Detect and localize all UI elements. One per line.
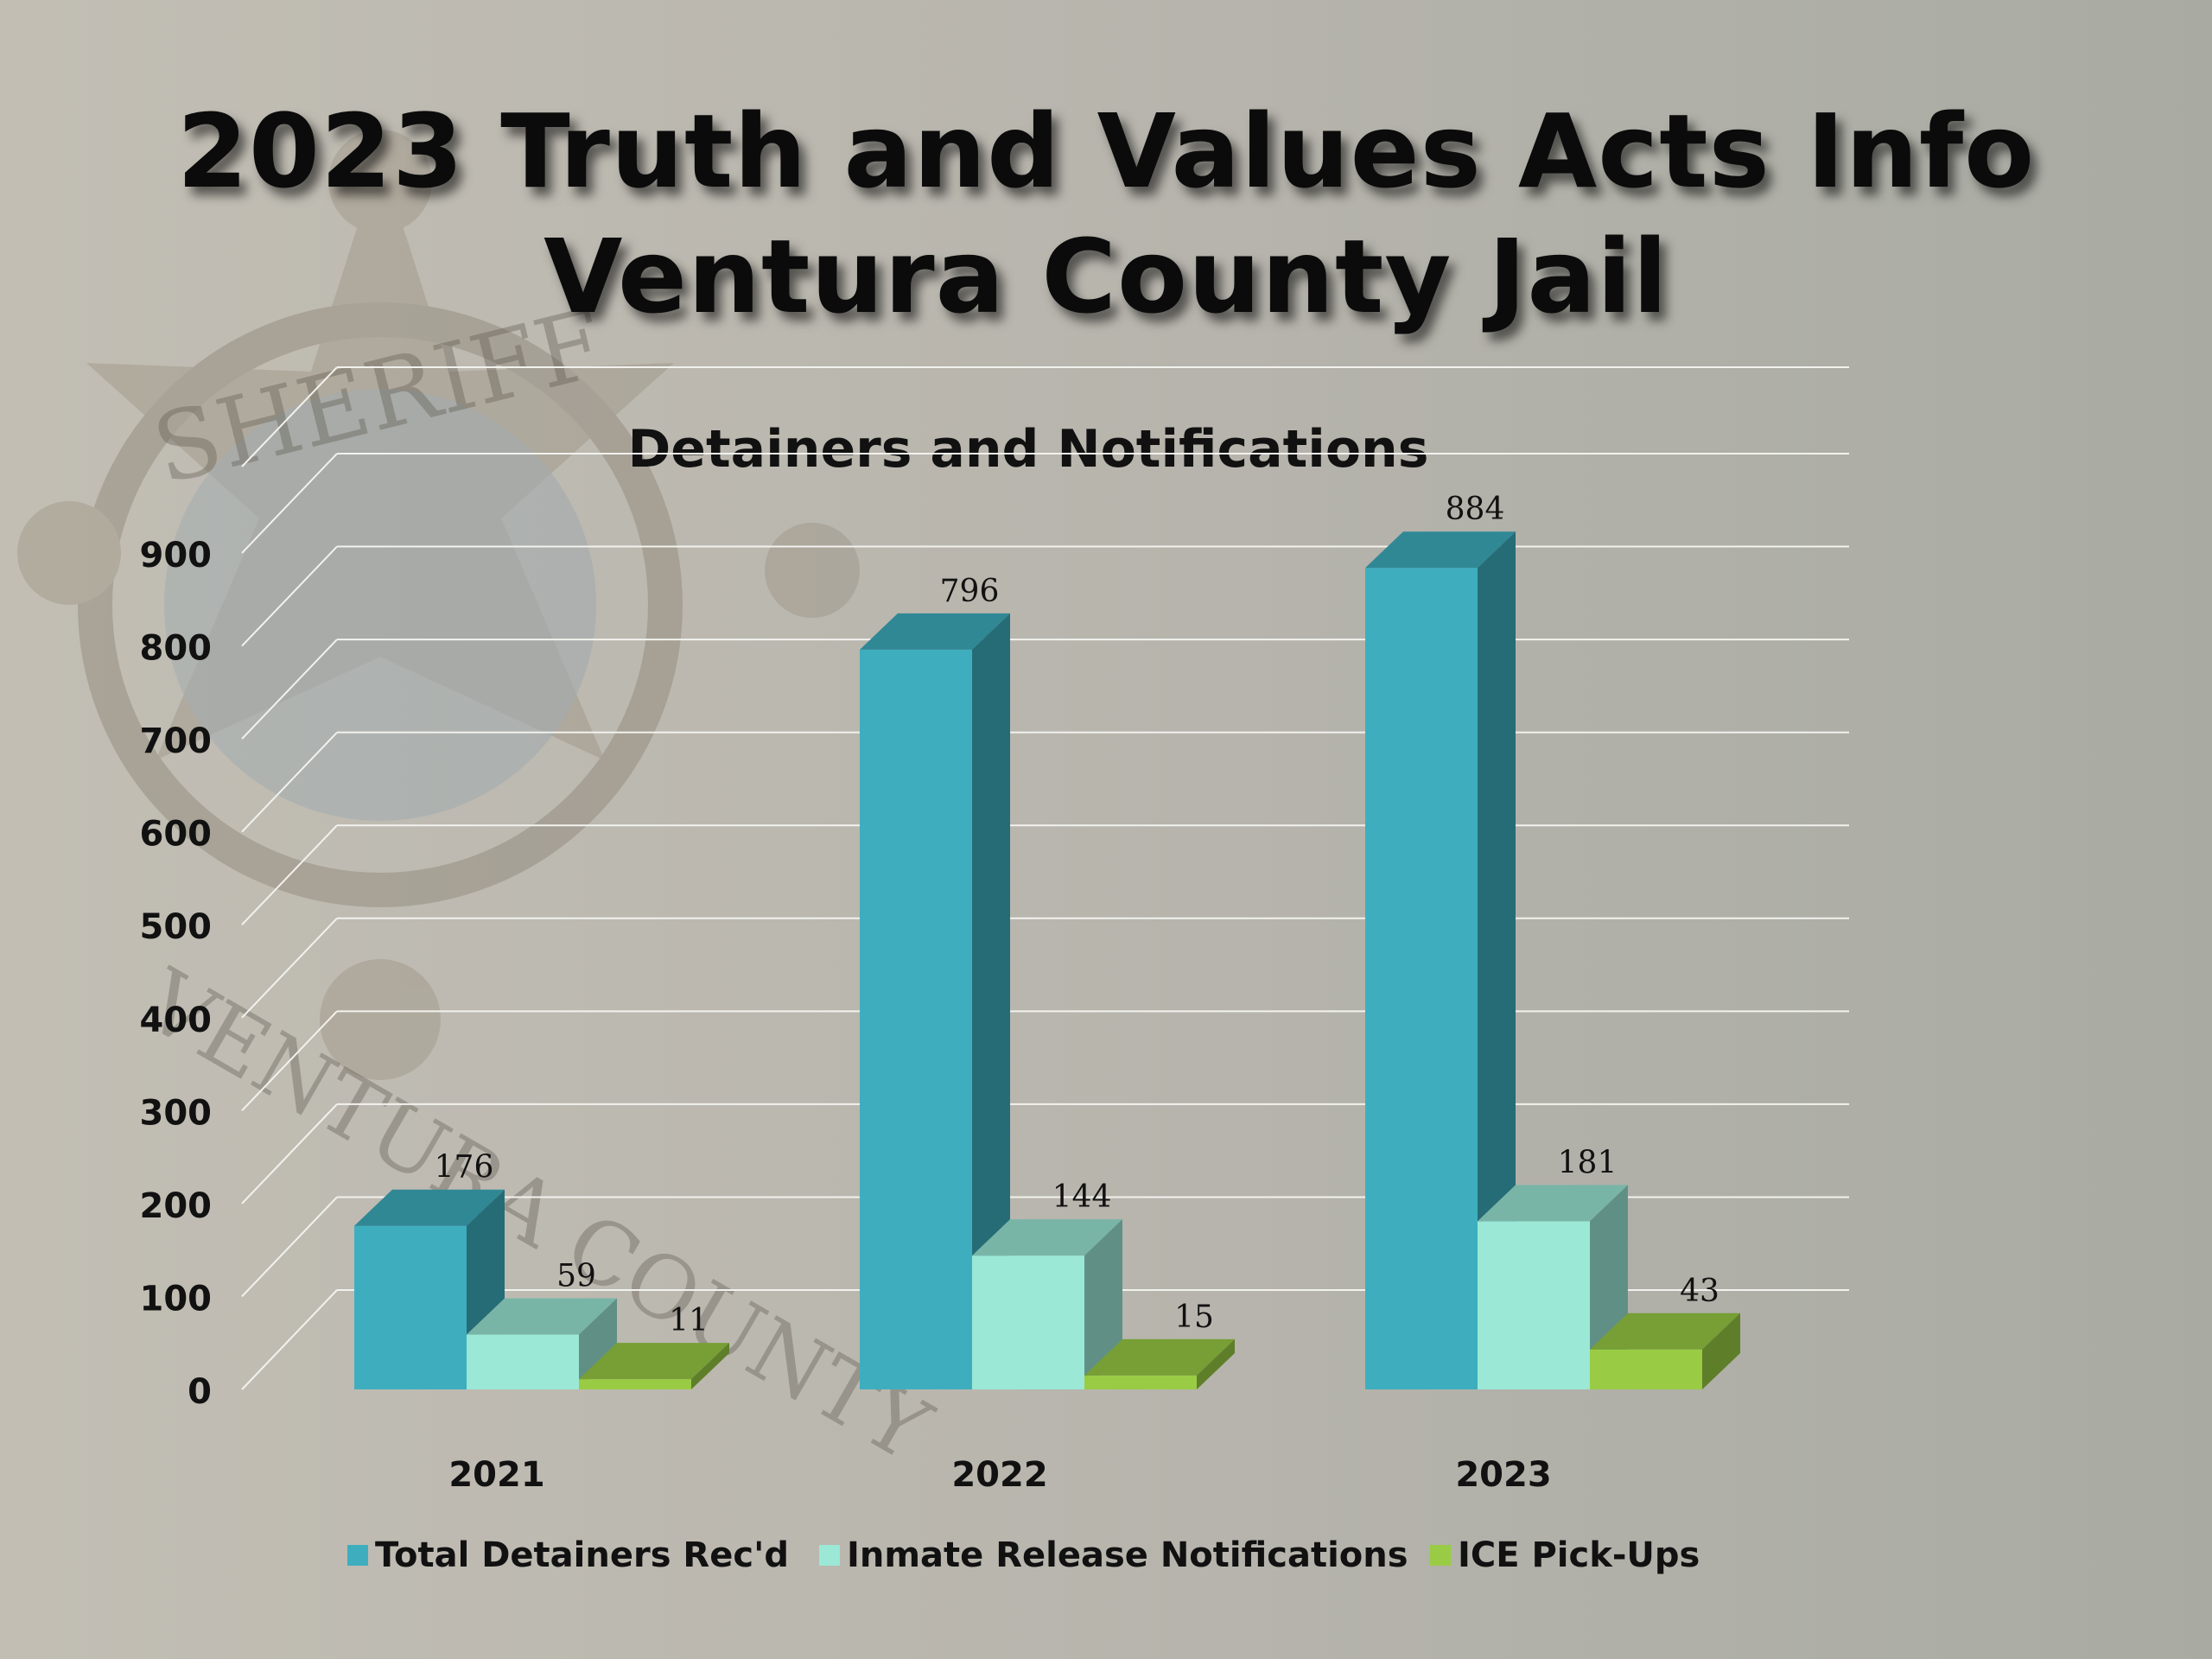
bar-top bbox=[972, 1219, 1122, 1256]
gridline-side bbox=[241, 1103, 338, 1205]
legend-swatch bbox=[819, 1545, 840, 1566]
y-tick-label: 0 bbox=[188, 1372, 212, 1412]
gridline-side bbox=[241, 731, 338, 833]
y-tick-label: 100 bbox=[140, 1279, 213, 1319]
legend-item: Inmate Release Notifications bbox=[819, 1529, 1408, 1581]
y-tick-label: 300 bbox=[140, 1093, 213, 1133]
legend-swatch bbox=[347, 1545, 368, 1566]
gridline-side bbox=[241, 1196, 338, 1298]
legend-item: Total Detainers Rec'd bbox=[347, 1529, 789, 1581]
data-label: 11 bbox=[669, 1303, 709, 1338]
y-tick-label: 500 bbox=[140, 907, 213, 947]
bar-side bbox=[1197, 1338, 1235, 1389]
bar-top bbox=[467, 1298, 617, 1335]
bar-top bbox=[579, 1343, 729, 1380]
data-label: 59 bbox=[556, 1259, 596, 1294]
data-label: 176 bbox=[435, 1150, 494, 1185]
data-label: 884 bbox=[1446, 492, 1505, 527]
y-tick-label: 900 bbox=[140, 536, 213, 575]
bar-top bbox=[1590, 1313, 1740, 1350]
slide-title-line-1: 2023 Truth and Values Acts Info bbox=[176, 92, 2036, 211]
data-label: 181 bbox=[1558, 1145, 1618, 1180]
legend-item: ICE Pick-Ups bbox=[1430, 1529, 1700, 1581]
bar-top bbox=[1365, 531, 1516, 569]
bar-front bbox=[860, 649, 972, 1389]
y-tick-label: 600 bbox=[140, 815, 213, 855]
gridline-side bbox=[241, 918, 338, 1019]
bar-top bbox=[1478, 1185, 1628, 1222]
bar-front bbox=[579, 1379, 691, 1389]
bar-side bbox=[1702, 1313, 1740, 1389]
bar-front bbox=[1478, 1221, 1590, 1389]
y-tick-label: 200 bbox=[140, 1186, 213, 1226]
bar-side bbox=[579, 1298, 617, 1389]
bar-front bbox=[1365, 568, 1478, 1389]
gridline-side bbox=[241, 639, 338, 740]
legend-swatch bbox=[1430, 1545, 1451, 1566]
data-label: 15 bbox=[1174, 1300, 1214, 1335]
data-label: 43 bbox=[1680, 1274, 1719, 1309]
data-label: 796 bbox=[940, 574, 1000, 609]
legend-label: Total Detainers Rec'd bbox=[375, 1535, 789, 1575]
x-tick-label: 2023 bbox=[1455, 1455, 1551, 1495]
gridline-side bbox=[241, 1289, 338, 1390]
bar-front bbox=[972, 1255, 1084, 1389]
bar-side bbox=[1084, 1219, 1122, 1389]
bar-front bbox=[467, 1334, 579, 1389]
y-tick-label: 800 bbox=[140, 629, 213, 669]
gridline-side bbox=[241, 366, 338, 467]
bar-side bbox=[972, 613, 1010, 1389]
y-tick-label: 700 bbox=[140, 721, 213, 761]
y-tick-label: 400 bbox=[140, 1001, 213, 1040]
bar-front bbox=[1590, 1349, 1702, 1389]
bar-top bbox=[860, 613, 1010, 650]
bar-side bbox=[691, 1343, 729, 1389]
slide-title-line-2: Ventura County Jail bbox=[543, 217, 1669, 336]
x-tick-label: 2021 bbox=[448, 1455, 544, 1495]
gridline-side bbox=[241, 824, 338, 925]
chart-title: Detainers and Notifications bbox=[628, 419, 1429, 480]
gridline-side bbox=[241, 453, 338, 554]
gridline-side bbox=[241, 1010, 338, 1112]
bar-front bbox=[354, 1225, 467, 1389]
legend-label: ICE Pick-Ups bbox=[1458, 1535, 1700, 1575]
bar-front bbox=[1084, 1375, 1197, 1389]
data-label: 144 bbox=[1052, 1179, 1112, 1215]
bar-top bbox=[354, 1189, 505, 1226]
chart-legend: Total Detainers Rec'd Inmate Release Noti… bbox=[0, 1529, 2212, 1581]
gridline-side bbox=[241, 545, 338, 647]
x-tick-label: 2022 bbox=[951, 1455, 1047, 1495]
bar-side bbox=[1478, 531, 1516, 1389]
legend-label: Inmate Release Notifications bbox=[847, 1535, 1408, 1575]
bar-top bbox=[1084, 1338, 1235, 1376]
